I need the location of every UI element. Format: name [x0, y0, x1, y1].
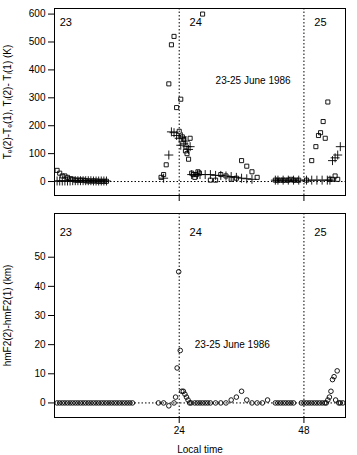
svg-text:30: 30 [34, 310, 46, 321]
svg-text:hmF2(2)-hmF2(1) (km): hmF2(2)-hmF2(1) (km) [2, 265, 13, 367]
svg-text:600: 600 [29, 8, 46, 19]
svg-text:Local time: Local time [177, 444, 223, 455]
svg-text:400: 400 [29, 64, 46, 75]
svg-text:40: 40 [34, 281, 46, 292]
svg-text:300: 300 [29, 92, 46, 103]
svg-text:20: 20 [34, 339, 46, 350]
svg-text:500: 500 [29, 36, 46, 47]
svg-text:25: 25 [314, 16, 326, 28]
svg-text:Tₑ(2)-Tₑ(1), Tᵢ(2)- Tᵢ(1) (K): Tₑ(2)-Tₑ(1), Tᵢ(2)- Tᵢ(1) (K) [2, 45, 13, 160]
svg-text:25: 25 [314, 226, 326, 238]
svg-text:23-25 June 1986: 23-25 June 1986 [195, 339, 271, 350]
svg-text:0: 0 [40, 176, 46, 187]
svg-text:24: 24 [174, 425, 186, 436]
svg-text:23: 23 [60, 226, 72, 238]
svg-text:200: 200 [29, 120, 46, 131]
svg-text:48: 48 [298, 425, 310, 436]
svg-text:100: 100 [29, 148, 46, 159]
svg-text:10: 10 [34, 368, 46, 379]
svg-text:24: 24 [190, 16, 202, 28]
svg-text:23: 23 [60, 16, 72, 28]
svg-text:24: 24 [190, 226, 202, 238]
svg-text:23-25 June 1986: 23-25 June 1986 [216, 75, 292, 86]
svg-text:0: 0 [40, 397, 46, 408]
svg-text:50: 50 [34, 251, 46, 262]
